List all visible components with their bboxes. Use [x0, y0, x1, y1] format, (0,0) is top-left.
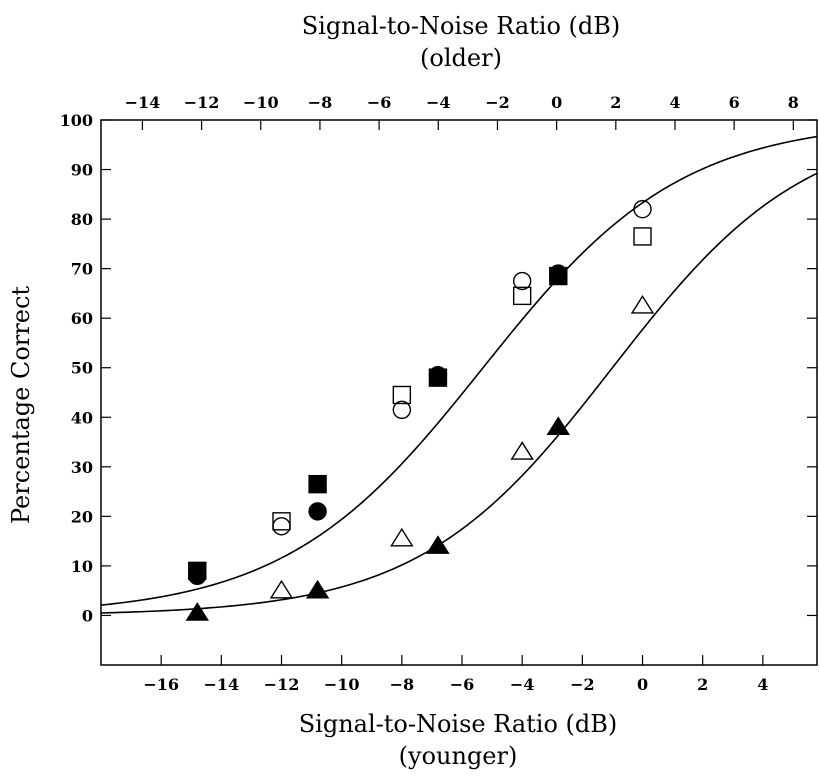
open-triangle-point: [269, 579, 294, 599]
y-tick-label: 40: [71, 408, 93, 427]
bottom-axis-subtitle: (younger): [399, 742, 518, 770]
bottom-axis-title: Signal-to-Noise Ratio (dB): [299, 710, 618, 738]
y-tick-label: 80: [71, 210, 93, 229]
filled-circle-point: [308, 502, 327, 521]
x-top-tick-label: −10: [243, 93, 279, 112]
filled-triangle-point: [426, 535, 450, 554]
x-bottom-tick-label: −10: [324, 675, 360, 694]
x-bottom-tick-label: −8: [390, 675, 415, 694]
open-triangle-point: [630, 294, 655, 314]
plot-frame: [100, 119, 818, 666]
open-square-point: [272, 512, 291, 531]
y-tick-label: 30: [71, 458, 93, 477]
filled-circle-point: [549, 264, 568, 283]
x-top-tick-label: −8: [308, 93, 333, 112]
y-tick-label: 0: [82, 606, 93, 625]
open-circle-point: [633, 199, 652, 219]
filled-triangle-point: [185, 602, 209, 621]
x-bottom-tick-label: −6: [450, 675, 475, 694]
y-tick-label: 20: [71, 507, 93, 526]
filled-circle-point: [428, 365, 448, 385]
open-triangle-point: [390, 527, 414, 547]
x-top-tick-label: −12: [184, 93, 220, 112]
x-top-tick-label: −6: [367, 93, 392, 112]
x-top-tick-label: 8: [788, 93, 799, 112]
x-bottom-tick-label: −4: [510, 675, 535, 694]
filled-square-point: [308, 474, 327, 494]
axis-ticks: −16 −14 −12 −10 −8 −6 −4 −2 0 2 4 −14 −12 −10 −8 −6 −4 −2…: [60, 93, 817, 694]
open-square-point: [633, 227, 652, 246]
data-points: [185, 199, 655, 621]
y-tick-label: 90: [71, 161, 93, 180]
x-top-tick-label: 6: [729, 93, 740, 112]
y-tick-label: 50: [71, 359, 93, 378]
x-bottom-tick-label: −12: [264, 675, 300, 694]
fitted-curve: [100, 135, 818, 606]
y-axis-title: Percentage Correct: [7, 286, 35, 524]
x-top-tick-label: 0: [551, 93, 562, 112]
x-bottom-tick-label: 0: [637, 675, 648, 694]
x-top-tick-label: −14: [125, 93, 161, 112]
x-top-tick-label: 2: [610, 93, 621, 112]
filled-circle-point: [188, 566, 207, 586]
y-tick-label: 70: [71, 260, 93, 279]
top-axis-subtitle: (older): [420, 44, 502, 72]
open-circle-point: [512, 271, 532, 291]
top-axis-title: Signal-to-Noise Ratio (dB): [302, 12, 621, 40]
y-tick-label: 10: [71, 557, 93, 576]
x-top-tick-label: −4: [426, 93, 451, 112]
x-bottom-tick-label: 4: [757, 675, 768, 694]
open-circle-point: [392, 400, 412, 420]
open-triangle-point: [510, 441, 534, 460]
x-bottom-tick-label: −14: [204, 675, 240, 694]
open-circle-point: [272, 517, 291, 536]
open-square-point: [512, 286, 532, 306]
open-square-point: [392, 385, 412, 405]
x-bottom-tick-label: −16: [143, 675, 179, 694]
x-bottom-tick-label: −2: [570, 675, 595, 694]
y-tick-label: 100: [60, 111, 93, 130]
x-top-tick-label: −2: [485, 93, 510, 112]
filled-triangle-point: [305, 579, 330, 599]
x-bottom-tick-label: 2: [697, 675, 708, 694]
fitted-curves: [100, 135, 818, 614]
filled-triangle-point: [546, 416, 570, 436]
x-top-tick-label: 4: [669, 93, 680, 112]
fitted-curve: [100, 172, 818, 614]
y-tick-label: 60: [71, 309, 93, 328]
